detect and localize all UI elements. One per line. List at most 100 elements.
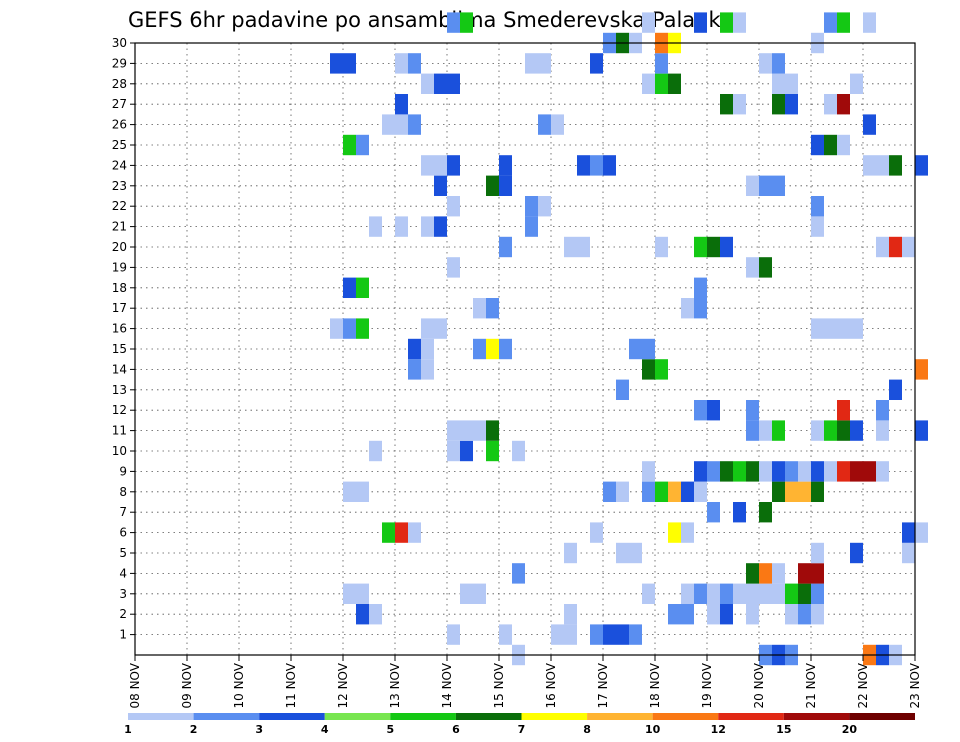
heatmap-cell xyxy=(590,624,603,645)
heatmap-cell xyxy=(837,12,850,33)
heatmap-cell xyxy=(863,12,876,33)
heatmap-cell xyxy=(811,461,824,482)
heatmap-cell xyxy=(642,583,655,604)
heatmap-cell xyxy=(551,114,564,135)
heatmap-cell xyxy=(642,12,655,33)
heatmap-cell xyxy=(369,440,382,462)
heatmap-cell xyxy=(772,73,785,94)
heatmap-cell xyxy=(395,53,408,74)
heatmap-cell xyxy=(811,583,824,604)
legend-swatch xyxy=(390,713,456,720)
y-tick-label: 3 xyxy=(119,587,127,601)
y-tick-label: 25 xyxy=(112,138,127,152)
heatmap-cell xyxy=(421,216,434,237)
heatmap-cell xyxy=(434,318,447,339)
chart-title: GEFS 6hr padavine po ansamblima Smederev… xyxy=(128,8,733,32)
heatmap-cell xyxy=(499,338,512,360)
legend-label: 1 xyxy=(124,723,132,736)
y-tick-label: 4 xyxy=(119,566,127,580)
heatmap-cell xyxy=(603,481,616,502)
heatmap-cell xyxy=(837,318,850,339)
heatmap-cell xyxy=(915,420,928,441)
heatmap-cell xyxy=(369,216,382,237)
heatmap-cell xyxy=(512,563,525,584)
legend-swatch xyxy=(193,713,260,720)
heatmap-cell xyxy=(408,522,421,543)
heatmap-cell xyxy=(733,94,746,115)
heatmap-cell xyxy=(369,604,382,625)
heatmap-cell xyxy=(746,420,759,441)
heatmap-cell xyxy=(486,175,499,196)
heatmap-cell xyxy=(707,583,720,604)
heatmap-cell xyxy=(681,522,694,543)
heatmap-cell xyxy=(811,318,824,339)
heatmap-cell xyxy=(889,379,902,400)
heatmap-cell xyxy=(798,563,811,584)
heatmap-cell xyxy=(824,94,837,115)
heatmap-cell xyxy=(746,175,759,196)
y-tick-label: 11 xyxy=(112,424,127,438)
heatmap-cell xyxy=(733,583,746,604)
heatmap-cell xyxy=(655,236,668,258)
heatmap-cell xyxy=(759,583,772,604)
heatmap-cell xyxy=(486,440,499,462)
heatmap-cell xyxy=(564,604,577,625)
heatmap-cell xyxy=(356,277,369,298)
x-tick-label: 10 NOV xyxy=(232,662,246,708)
heatmap-cell xyxy=(811,196,824,217)
heatmap-cell xyxy=(915,359,928,380)
y-tick-label: 7 xyxy=(119,505,127,519)
heatmap-cell xyxy=(330,53,343,74)
heatmap-cell xyxy=(343,583,356,604)
heatmap-cell xyxy=(746,257,759,278)
heatmap-cell xyxy=(902,236,915,258)
legend-label: 3 xyxy=(255,723,263,736)
heatmap-cell xyxy=(876,236,889,258)
heatmap-cell xyxy=(499,236,512,258)
heatmap-cell xyxy=(759,53,772,74)
heatmap-cell xyxy=(408,53,421,74)
heatmap-cell xyxy=(564,542,577,564)
heatmap-cell xyxy=(824,318,837,339)
legend-swatch xyxy=(718,713,784,720)
heatmap-cell xyxy=(642,73,655,94)
heatmap-cell xyxy=(837,461,850,482)
legend-label: 8 xyxy=(583,723,591,736)
heatmap-cell xyxy=(447,12,460,33)
y-tick-label: 27 xyxy=(112,97,127,111)
heatmap-cell xyxy=(447,73,460,94)
heatmap-cell xyxy=(694,298,707,319)
legend-swatch xyxy=(324,713,391,720)
heatmap-cell xyxy=(356,134,369,156)
heatmap-cell xyxy=(434,175,447,196)
x-tick-label: 15 NOV xyxy=(492,662,506,708)
heatmap-cell xyxy=(915,522,928,543)
heatmap-cell xyxy=(434,216,447,237)
legend-label: 15 xyxy=(776,723,791,736)
heatmap-cell xyxy=(720,12,733,33)
heatmap-cell xyxy=(863,114,876,135)
heatmap-cell xyxy=(759,257,772,278)
heatmap-cell xyxy=(473,583,486,604)
heatmap-cell xyxy=(837,400,850,421)
heatmap-cell xyxy=(642,481,655,502)
heatmap-cell xyxy=(837,420,850,441)
heatmap-cell xyxy=(694,461,707,482)
heatmap-cell xyxy=(746,604,759,625)
heatmap-cell xyxy=(772,94,785,115)
heatmap-cell xyxy=(863,155,876,176)
heatmap-cell xyxy=(343,318,356,339)
y-tick-label: 6 xyxy=(119,526,127,540)
heatmap-cell xyxy=(590,155,603,176)
heatmap-cell xyxy=(733,12,746,33)
heatmap-cell xyxy=(590,522,603,543)
x-tick-label: 12 NOV xyxy=(336,662,350,708)
heatmap-cell xyxy=(772,563,785,584)
heatmap-cell xyxy=(382,114,395,135)
heatmap-cell xyxy=(525,216,538,237)
heatmap-cell xyxy=(473,298,486,319)
heatmap-cell xyxy=(486,420,499,441)
heatmap-cell xyxy=(759,420,772,441)
heatmap-cell xyxy=(655,359,668,380)
heatmap-cell xyxy=(811,420,824,441)
